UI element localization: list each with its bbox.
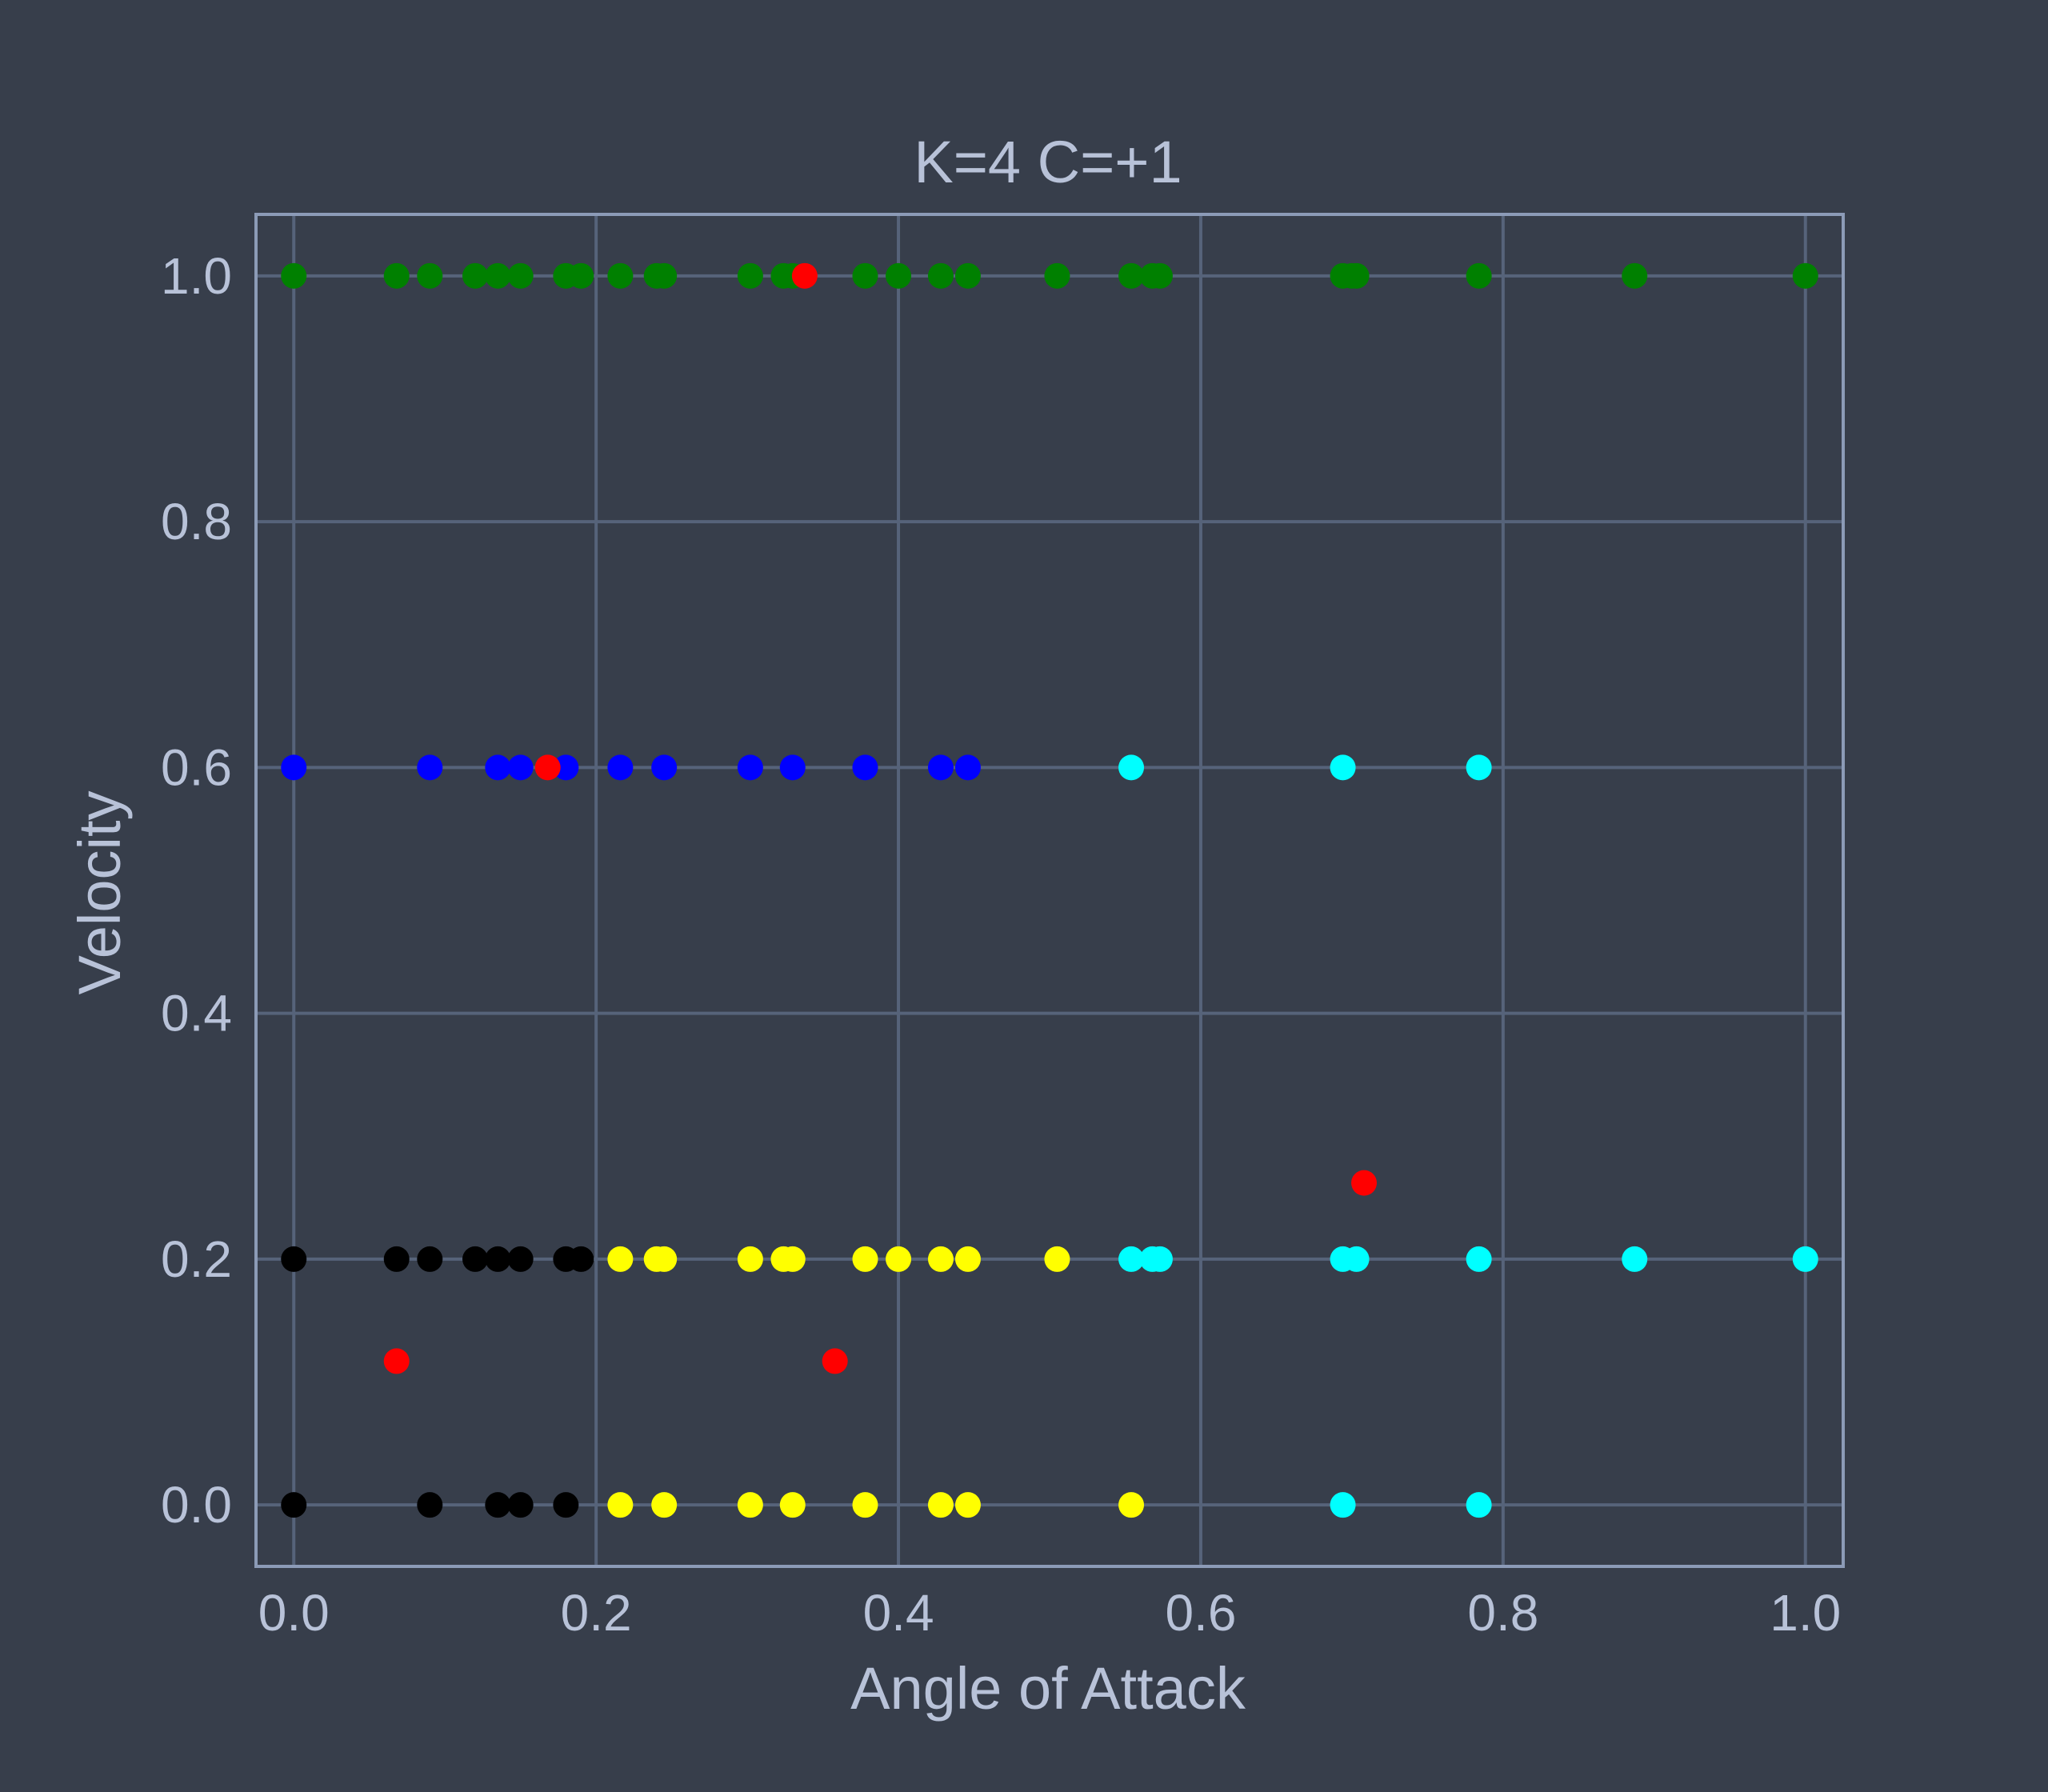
x-tick-label: 0.0	[258, 1584, 330, 1642]
data-point	[954, 1246, 981, 1272]
data-point	[886, 1246, 912, 1272]
y-tick-label: 0.2	[161, 1230, 232, 1288]
data-point	[1330, 754, 1356, 781]
x-tick-label: 0.8	[1467, 1584, 1538, 1642]
data-point	[507, 262, 534, 289]
data-point	[651, 1492, 678, 1518]
data-point	[737, 1492, 763, 1518]
data-point	[1466, 1492, 1492, 1518]
data-point	[927, 1246, 954, 1272]
data-point	[485, 1246, 511, 1272]
data-point	[852, 1246, 878, 1272]
x-tick-label: 0.2	[561, 1584, 632, 1642]
data-point	[417, 1492, 443, 1518]
data-point	[1466, 1246, 1492, 1272]
data-point	[1146, 1246, 1173, 1272]
data-point	[1044, 262, 1070, 289]
data-point	[1792, 1246, 1818, 1272]
data-point	[462, 262, 488, 289]
data-point	[954, 754, 981, 781]
data-point	[852, 1492, 878, 1518]
data-point	[383, 1246, 410, 1272]
data-point	[1343, 1246, 1370, 1272]
data-point	[651, 754, 678, 781]
data-point	[927, 262, 954, 289]
data-point	[1044, 1246, 1070, 1272]
data-point	[485, 262, 511, 289]
data-point	[1466, 262, 1492, 289]
x-tick-label: 0.6	[1165, 1584, 1236, 1642]
data-point	[1118, 754, 1145, 781]
data-point	[779, 754, 806, 781]
data-point	[852, 262, 878, 289]
y-tick-label: 0.4	[161, 985, 232, 1042]
data-point	[383, 1348, 410, 1374]
data-point	[1466, 754, 1492, 781]
y-tick-label: 0.6	[161, 738, 232, 796]
x-axis-label: Angle of Attack	[850, 1655, 1246, 1722]
data-point	[1792, 262, 1818, 289]
data-point	[417, 1246, 443, 1272]
data-point	[651, 262, 678, 289]
data-point	[651, 1246, 678, 1272]
y-tick-label: 0.0	[161, 1476, 232, 1534]
y-tick-label: 0.8	[161, 493, 232, 550]
x-tick-label: 1.0	[1770, 1584, 1841, 1642]
data-point	[1146, 262, 1173, 289]
data-point	[886, 262, 912, 289]
data-point	[607, 754, 634, 781]
data-point	[954, 262, 981, 289]
chart-title: K=4 C=+1	[914, 129, 1182, 195]
data-point	[779, 1246, 806, 1272]
x-tick-label: 0.4	[863, 1584, 934, 1642]
data-point	[1118, 262, 1145, 289]
data-point	[1351, 1170, 1378, 1196]
data-point	[553, 1492, 579, 1518]
data-point	[737, 1246, 763, 1272]
data-point	[507, 754, 534, 781]
data-point	[485, 754, 511, 781]
data-point	[507, 1246, 534, 1272]
data-point	[568, 262, 594, 289]
grid-lines	[256, 214, 1843, 1566]
data-point	[417, 262, 443, 289]
data-point	[1622, 262, 1648, 289]
data-point	[534, 754, 561, 781]
data-point	[1622, 1246, 1648, 1272]
data-point	[607, 1246, 634, 1272]
y-axis-label: Velocity	[66, 790, 133, 994]
data-point	[281, 1246, 307, 1272]
data-point	[607, 1492, 634, 1518]
data-point	[462, 1246, 488, 1272]
data-point	[791, 262, 818, 289]
data-point	[1330, 1492, 1356, 1518]
data-point	[507, 1492, 534, 1518]
data-point	[1118, 1492, 1145, 1518]
data-point	[568, 1246, 594, 1272]
data-point	[281, 262, 307, 289]
data-point	[383, 262, 410, 289]
data-points	[281, 262, 1818, 1518]
data-point	[852, 754, 878, 781]
data-point	[927, 754, 954, 781]
data-point	[737, 754, 763, 781]
data-point	[607, 262, 634, 289]
data-point	[737, 262, 763, 289]
data-point	[954, 1492, 981, 1518]
data-point	[1343, 262, 1370, 289]
data-point	[779, 1492, 806, 1518]
data-point	[822, 1348, 848, 1374]
data-point	[485, 1492, 511, 1518]
data-point	[927, 1492, 954, 1518]
data-point	[281, 754, 307, 781]
plot-frame	[254, 213, 1845, 1568]
data-point	[281, 1492, 307, 1518]
data-point	[1118, 1246, 1145, 1272]
y-tick-labels: 0.0 0.2 0.4 0.6 0.8 1.0	[161, 247, 232, 1534]
y-tick-label: 1.0	[161, 247, 232, 305]
x-tick-labels: 0.0 0.2 0.4 0.6 0.8 1.0	[258, 1584, 1841, 1642]
data-point	[417, 754, 443, 781]
data-point	[553, 754, 579, 781]
